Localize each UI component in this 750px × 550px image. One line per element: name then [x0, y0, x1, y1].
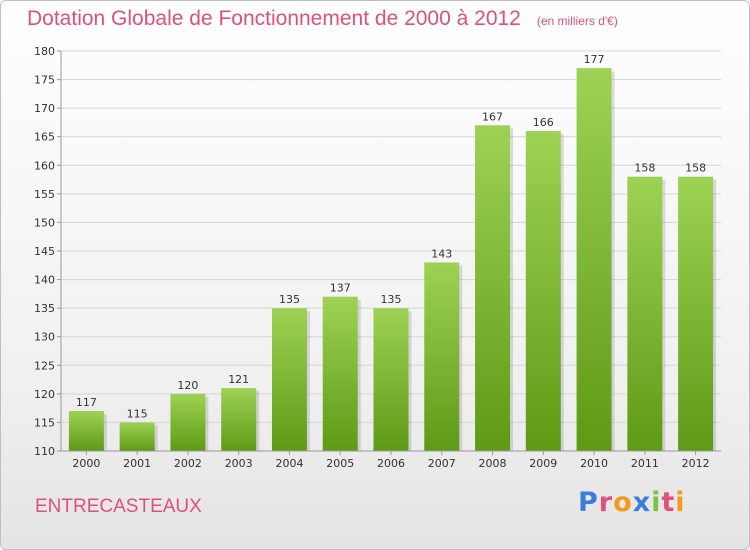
- x-tick-label-2011: 2011: [631, 457, 659, 470]
- data-label-2008: 167: [482, 110, 503, 123]
- x-tick-label-2006: 2006: [377, 457, 405, 470]
- y-tick-label: 130: [34, 331, 55, 344]
- x-tick-label-2002: 2002: [174, 457, 202, 470]
- data-label-2007: 143: [431, 247, 452, 260]
- data-label-2012: 158: [685, 162, 706, 175]
- bar-2011: [627, 176, 663, 451]
- bar-2012: [678, 176, 714, 451]
- data-label-2009: 166: [533, 116, 554, 129]
- bar-2006: [373, 308, 409, 451]
- x-tick-label-2009: 2009: [529, 457, 557, 470]
- x-tick-label-2005: 2005: [326, 457, 354, 470]
- bars: 117 115 120 121 135 137 135 143 167 166 177 158 158: [68, 53, 717, 452]
- bar-2003: [221, 388, 257, 451]
- data-label-2005: 137: [330, 282, 351, 295]
- data-label-2000: 117: [76, 396, 97, 409]
- data-label-2006: 135: [381, 293, 402, 306]
- data-label-2001: 115: [127, 407, 148, 420]
- brand-letter: P: [578, 487, 599, 518]
- brand-letter: i: [651, 487, 662, 518]
- bar-2004: [271, 308, 307, 451]
- bar-2002: [170, 393, 206, 451]
- y-tick-label: 170: [34, 102, 55, 115]
- y-tick-label: 150: [34, 216, 55, 229]
- brand-letter: x: [632, 487, 652, 518]
- bar-2000: [68, 411, 104, 451]
- bar-2010: [576, 68, 612, 452]
- x-tick-label-2010: 2010: [580, 457, 608, 470]
- y-tick-label: 145: [34, 245, 55, 258]
- y-tick-label: 140: [34, 274, 55, 287]
- bar-2001: [119, 422, 155, 451]
- brand-letter: o: [613, 487, 633, 518]
- y-tick-label: 175: [34, 74, 55, 87]
- data-label-2002: 120: [177, 379, 198, 392]
- data-label-2010: 177: [584, 53, 605, 66]
- commune-name: ENTRECASTEAUX: [35, 496, 202, 517]
- proxiti-logo: Proxiti: [578, 487, 686, 518]
- y-tick-label: 155: [34, 188, 55, 201]
- x-tick-label-2012: 2012: [682, 457, 710, 470]
- data-label-2004: 135: [279, 293, 300, 306]
- x-tick-label-2004: 2004: [275, 457, 303, 470]
- y-tick-label: 115: [34, 416, 55, 429]
- x-tick-label-2000: 2000: [72, 457, 100, 470]
- y-tick-label: 120: [34, 388, 55, 401]
- axes: 110 115 120 125 130 135 140 145 150 155 160 165 170 1…: [34, 45, 721, 470]
- brand-letter: r: [598, 487, 614, 518]
- chart-title: Dotation Globale de Fonctionnement de 20…: [27, 7, 618, 30]
- y-tick-label: 180: [34, 45, 55, 58]
- y-tick-label: 110: [34, 445, 55, 458]
- x-tick-label-2007: 2007: [428, 457, 456, 470]
- data-label-2003: 121: [228, 373, 249, 386]
- y-tick-label: 165: [34, 131, 55, 144]
- y-tick-label: 135: [34, 302, 55, 315]
- x-tick-label-2003: 2003: [225, 457, 253, 470]
- bar-2009: [525, 131, 561, 451]
- x-tick-label-2008: 2008: [479, 457, 507, 470]
- bar-2005: [322, 296, 358, 451]
- brand-letter: t: [661, 487, 676, 518]
- y-tick-label: 125: [34, 359, 55, 372]
- x-tick-label-2001: 2001: [123, 457, 151, 470]
- brand-letter: i: [675, 487, 686, 518]
- bar-2008: [475, 125, 511, 452]
- chart-subtitle: (en milliers d'€): [536, 14, 618, 28]
- bar-2007: [424, 262, 460, 451]
- y-tick-label: 160: [34, 159, 55, 172]
- data-label-2011: 158: [634, 162, 655, 175]
